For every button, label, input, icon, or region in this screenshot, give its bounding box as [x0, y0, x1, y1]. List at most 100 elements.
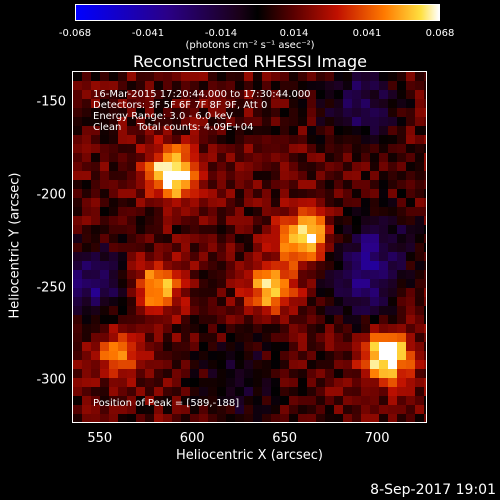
heatmap-cell — [118, 189, 128, 199]
heatmap-cell — [370, 351, 380, 361]
colorbar-tick-label: 0.068 — [425, 28, 455, 39]
heatmap-cell — [154, 216, 164, 226]
heatmap-cell — [109, 414, 119, 422]
heatmap-cell — [379, 180, 389, 190]
heatmap-cell — [370, 243, 380, 253]
heatmap-cell — [217, 144, 227, 154]
heatmap-cell — [109, 108, 119, 118]
x-tick-label: 550 — [87, 431, 113, 446]
heatmap-cell — [127, 72, 137, 82]
heatmap-cell — [388, 72, 398, 82]
heatmap-cell — [298, 207, 308, 217]
heatmap-cell — [379, 126, 389, 136]
heatmap-cell — [262, 369, 272, 379]
heatmap-cell — [262, 261, 272, 271]
heatmap-cell — [118, 108, 128, 118]
heatmap-cell — [136, 207, 146, 217]
heatmap-cell — [109, 126, 119, 136]
heatmap-cell — [199, 198, 209, 208]
heatmap-cell — [244, 135, 254, 145]
heatmap-cell — [289, 261, 299, 271]
heatmap-cell — [136, 81, 146, 91]
heatmap-cell — [406, 387, 416, 397]
heatmap-cell — [235, 225, 245, 235]
heatmap-cell — [226, 135, 236, 145]
heatmap-cell — [388, 324, 398, 334]
heatmap-cell — [316, 198, 326, 208]
heatmap-cell — [325, 144, 335, 154]
y-tick-label: -300 — [36, 372, 66, 388]
heatmap-cell — [307, 90, 317, 100]
heatmap-cell — [352, 342, 362, 352]
heatmap-cell — [388, 342, 398, 352]
heatmap-cell — [100, 414, 110, 422]
heatmap-cell — [100, 342, 110, 352]
heatmap-cell — [235, 279, 245, 289]
heatmap-cell — [307, 81, 317, 91]
heatmap-cell — [343, 342, 353, 352]
heatmap-cell — [370, 126, 380, 136]
heatmap-cell — [82, 369, 92, 379]
heatmap-cell — [406, 405, 416, 415]
heatmap-cell — [235, 405, 245, 415]
heatmap-cell — [208, 252, 218, 262]
heatmap-cell — [280, 198, 290, 208]
heatmap-cell — [127, 288, 137, 298]
heatmap-cell — [271, 135, 281, 145]
heatmap-cell — [262, 90, 272, 100]
heatmap-cell — [118, 324, 128, 334]
heatmap-cell — [379, 306, 389, 316]
heatmap-cell — [127, 189, 137, 199]
heatmap-cell — [397, 189, 407, 199]
heatmap-cell — [244, 378, 254, 388]
heatmap-cell — [289, 180, 299, 190]
heatmap-cell — [109, 189, 119, 199]
heatmap-cell — [307, 378, 317, 388]
heatmap-cell — [370, 153, 380, 163]
heatmap-cell — [181, 315, 191, 325]
heatmap-cell — [298, 297, 308, 307]
heatmap-cell — [415, 189, 425, 199]
heatmap-cell — [181, 126, 191, 136]
heatmap-cell — [181, 324, 191, 334]
heatmap-cell — [226, 297, 236, 307]
heatmap-cell — [298, 288, 308, 298]
heatmap-cell — [91, 351, 101, 361]
heatmap-cell — [145, 225, 155, 235]
heatmap-cell — [91, 414, 101, 422]
heatmap-cell — [163, 387, 173, 397]
heatmap-cell — [397, 225, 407, 235]
heatmap-cell — [343, 351, 353, 361]
heatmap-cell — [280, 180, 290, 190]
heatmap-cell — [181, 288, 191, 298]
heatmap-cell — [163, 333, 173, 343]
heatmap-cell — [307, 153, 317, 163]
heatmap-cell — [379, 378, 389, 388]
heatmap-cell — [217, 351, 227, 361]
heatmap-cell — [244, 405, 254, 415]
heatmap-cell — [424, 414, 426, 422]
heatmap-cell — [415, 396, 425, 406]
heatmap-cell — [352, 108, 362, 118]
heatmap-cell — [316, 81, 326, 91]
heatmap-cell — [334, 369, 344, 379]
heatmap-cell — [172, 171, 182, 181]
heatmap-cell — [343, 315, 353, 325]
heatmap-cell — [307, 207, 317, 217]
heatmap-cell — [190, 162, 200, 172]
heatmap-cell — [352, 333, 362, 343]
heatmap-cell — [163, 117, 173, 127]
heatmap-cell — [316, 108, 326, 118]
heatmap-cell — [280, 126, 290, 136]
heatmap-cell — [127, 144, 137, 154]
heatmap-cell — [217, 333, 227, 343]
heatmap-cell — [370, 387, 380, 397]
heatmap-cell — [118, 396, 128, 406]
heatmap-cell — [244, 153, 254, 163]
heatmap-cell — [406, 171, 416, 181]
heatmap-cell — [181, 81, 191, 91]
heatmap-cell — [244, 243, 254, 253]
colorbar-gradient — [76, 5, 439, 20]
heatmap-cell — [136, 144, 146, 154]
heatmap-cell — [217, 171, 227, 181]
